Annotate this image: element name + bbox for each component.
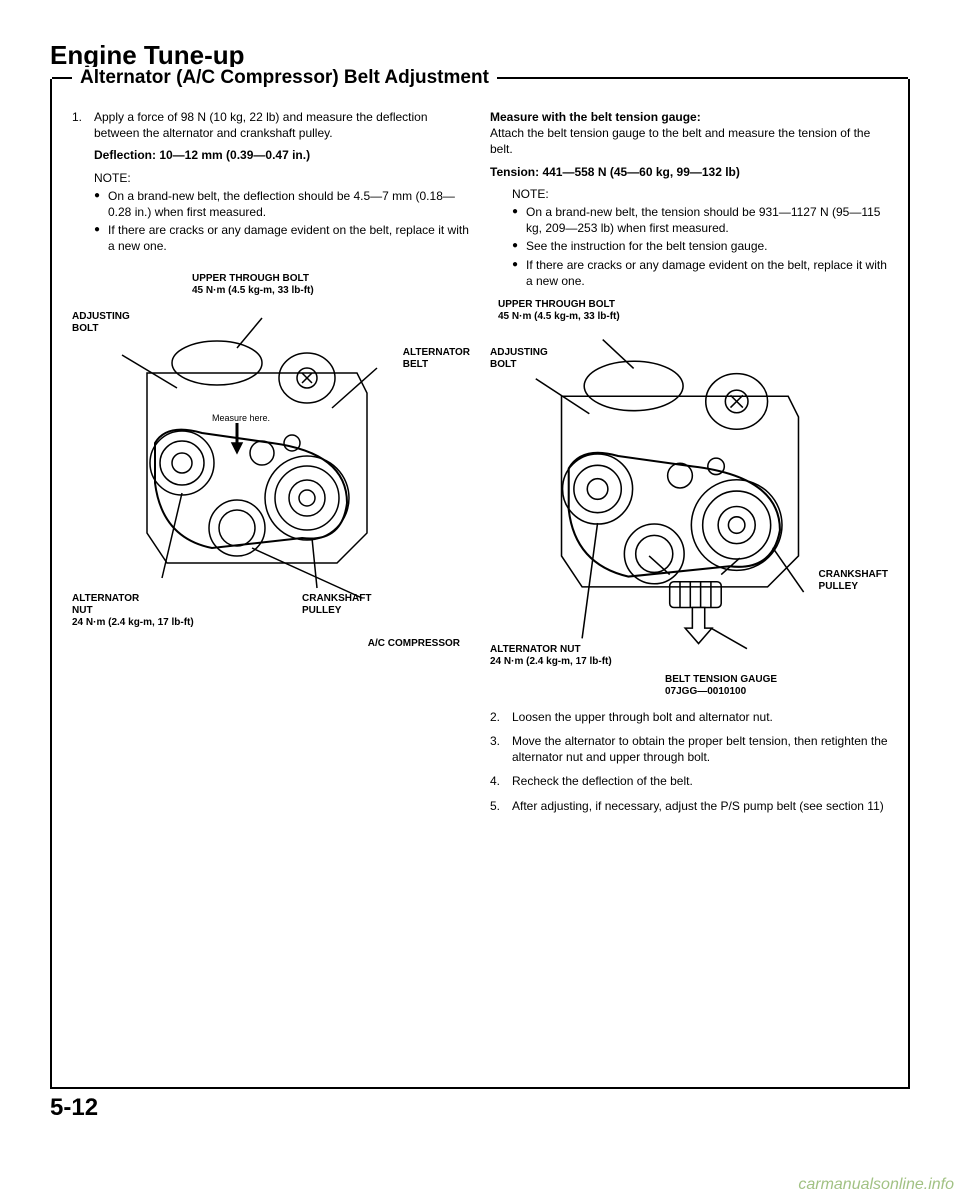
measure-text: Attach the belt tension gauge to the bel…	[490, 125, 888, 157]
note-item: On a brand-new belt, the deflection shou…	[94, 188, 470, 220]
deflection-spec: Deflection: 10—12 mm (0.39—0.47 in.)	[94, 147, 470, 163]
upper-bolt-label: UPPER THROUGH BOLT	[498, 299, 615, 310]
left-column: 1. Apply a force of 98 N (10 kg, 22 lb) …	[72, 109, 470, 822]
rule-left	[52, 77, 72, 79]
crankshaft-label2: PULLEY	[819, 581, 858, 592]
engine-diagram-icon	[515, 319, 845, 659]
adj-bolt-label2: BOLT	[72, 323, 98, 334]
crankshaft-label2: PULLEY	[302, 605, 341, 616]
note-item: On a brand-new belt, the tension should …	[512, 204, 888, 236]
left-diagram: UPPER THROUGH BOLT 45 N·m (4.5 kg-m, 33 …	[72, 273, 470, 673]
upper-bolt-label: UPPER THROUGH BOLT	[192, 273, 309, 284]
alt-nut-spec: 24 N·m (2.4 kg-m, 17 lb-ft)	[490, 656, 612, 667]
step-text: Loosen the upper through bolt and altern…	[512, 709, 888, 725]
section-title-wrap: Alternator (A/C Compressor) Belt Adjustm…	[52, 67, 908, 89]
section-box: Alternator (A/C Compressor) Belt Adjustm…	[50, 79, 910, 1089]
step-4: 4. Recheck the deflection of the belt.	[490, 773, 888, 789]
step-text: Move the alternator to obtain the proper…	[512, 733, 888, 765]
right-column: Measure with the belt tension gauge: Att…	[490, 109, 888, 822]
right-diagram: UPPER THROUGH BOLT 45 N·m (4.5 kg-m, 33 …	[490, 299, 888, 709]
gauge-label: BELT TENSION GAUGE	[665, 674, 777, 685]
note-label: NOTE:	[512, 186, 888, 202]
note-item: See the instruction for the belt tension…	[512, 238, 888, 254]
crankshaft-label: CRANKSHAFT	[302, 593, 371, 604]
alt-nut-label: ALTERNATOR NUT	[490, 644, 581, 655]
step-text: After adjusting, if necessary, adjust th…	[512, 798, 888, 814]
step-text: Apply a force of 98 N (10 kg, 22 lb) and…	[94, 110, 428, 140]
alt-nut-spec: 24 N·m (2.4 kg-m, 17 lb-ft)	[72, 617, 194, 628]
note-label: NOTE:	[94, 170, 470, 186]
measure-title: Measure with the belt tension gauge:	[490, 109, 888, 125]
step-number: 3.	[490, 733, 512, 765]
step-1: 1. Apply a force of 98 N (10 kg, 22 lb) …	[72, 109, 470, 263]
ac-compressor-label: A/C COMPRESSOR	[368, 638, 460, 649]
alt-nut-label2: NUT	[72, 605, 93, 616]
note-item: If there are cracks or any damage eviden…	[94, 222, 470, 254]
alt-nut-label: ALTERNATOR	[72, 593, 139, 604]
measure-here-text: Measure here.	[212, 413, 270, 423]
step-text: Recheck the deflection of the belt.	[512, 773, 888, 789]
step-3: 3. Move the alternator to obtain the pro…	[490, 733, 888, 765]
page-number: 5-12	[50, 1094, 98, 1122]
engine-diagram-icon: Measure here.	[107, 303, 407, 603]
step-number: 2.	[490, 709, 512, 725]
upper-bolt-spec: 45 N·m (4.5 kg-m, 33 lb-ft)	[192, 285, 314, 296]
step-number: 4.	[490, 773, 512, 789]
gauge-part-no: 07JGG—0010100	[665, 686, 746, 697]
alt-belt-label: ALTERNATOR	[403, 347, 470, 358]
rule-right	[497, 77, 908, 79]
section-title: Alternator (A/C Compressor) Belt Adjustm…	[72, 67, 497, 89]
step-number: 5.	[490, 798, 512, 814]
watermark: carmanualsonline.info	[798, 1176, 954, 1194]
tension-spec: Tension: 441—558 N (45—60 kg, 99—132 lb)	[490, 164, 888, 180]
adj-bolt-label2: BOLT	[490, 359, 516, 370]
step-5: 5. After adjusting, if necessary, adjust…	[490, 798, 888, 814]
note-item: If there are cracks or any damage eviden…	[512, 257, 888, 289]
step-number: 1.	[72, 109, 94, 263]
crankshaft-label: CRANKSHAFT	[819, 569, 888, 580]
step-2: 2. Loosen the upper through bolt and alt…	[490, 709, 888, 725]
